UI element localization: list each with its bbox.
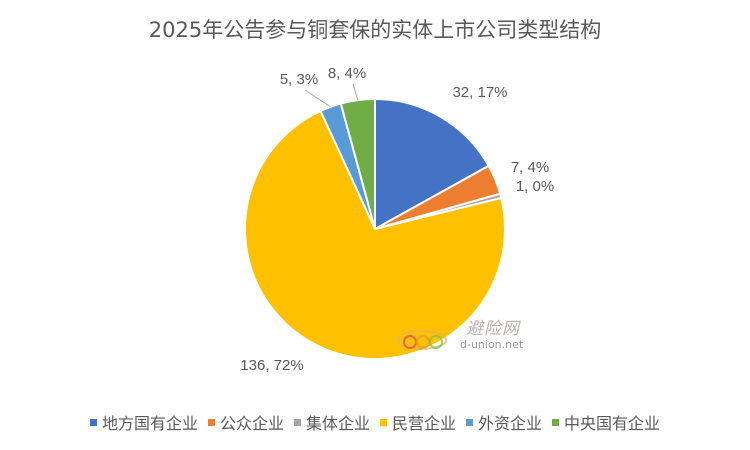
pie-slice-6 (339, 97, 376, 230)
legend-label-6: 中央国有企业 (564, 414, 661, 433)
watermark: 避险网 d-union.net (396, 312, 546, 362)
chart-title: 2025年公告参与铜套保的实体上市公司类型结构 (148, 18, 602, 42)
legend-swatch-5 (466, 418, 474, 426)
legend-label-1: 地方国有企业 (101, 414, 198, 433)
legend-label-5: 外资企业 (478, 414, 543, 433)
legend-swatch-2 (207, 418, 215, 426)
legend-item-1: 地方国有企业 (89, 410, 198, 434)
chart-legend: 地方国有企业 公众企业 集体企业 民营企业 外资企业 中央国有企业 (0, 410, 750, 434)
watermark-logo-icon (397, 330, 447, 350)
legend-swatch-4 (380, 418, 387, 426)
data-label-3: 1, 0% (516, 178, 554, 195)
legend-label-2: 公众企业 (219, 414, 284, 433)
pie-slice-4 (244, 109, 506, 360)
data-label-1: 32, 17% (452, 84, 507, 101)
legend-swatch-1 (89, 418, 97, 426)
data-labels: 32, 17% 7, 4% 1, 0% 136, 72% 5, 3% 8, 4% (240, 65, 554, 374)
pie-slices (244, 97, 506, 360)
data-label-6: 8, 4% (328, 65, 366, 82)
pie-slice-1 (374, 97, 491, 231)
legend-swatch-6 (552, 418, 560, 426)
legend-swatch-3 (293, 418, 301, 426)
legend-item-6: 中央国有企业 (552, 410, 660, 434)
leader-line-5 (304, 89, 331, 108)
data-label-4: 136, 72% (240, 357, 303, 374)
legend-item-5: 外资企业 (466, 410, 542, 434)
legend-item-4: 民营企业 (380, 410, 456, 434)
legend-label-3: 集体企业 (305, 414, 370, 433)
watermark-url: d-union.net (460, 338, 524, 351)
legend-label-4: 民营企业 (392, 414, 457, 433)
leader-lines (304, 83, 359, 108)
data-label-2: 7, 4% (511, 159, 549, 176)
data-label-5: 5, 3% (280, 71, 318, 88)
leader-line-6 (352, 83, 359, 101)
legend-item-2: 公众企业 (207, 410, 284, 434)
watermark-brand: 避险网 (466, 319, 520, 339)
legend-item-3: 集体企业 (293, 410, 370, 434)
